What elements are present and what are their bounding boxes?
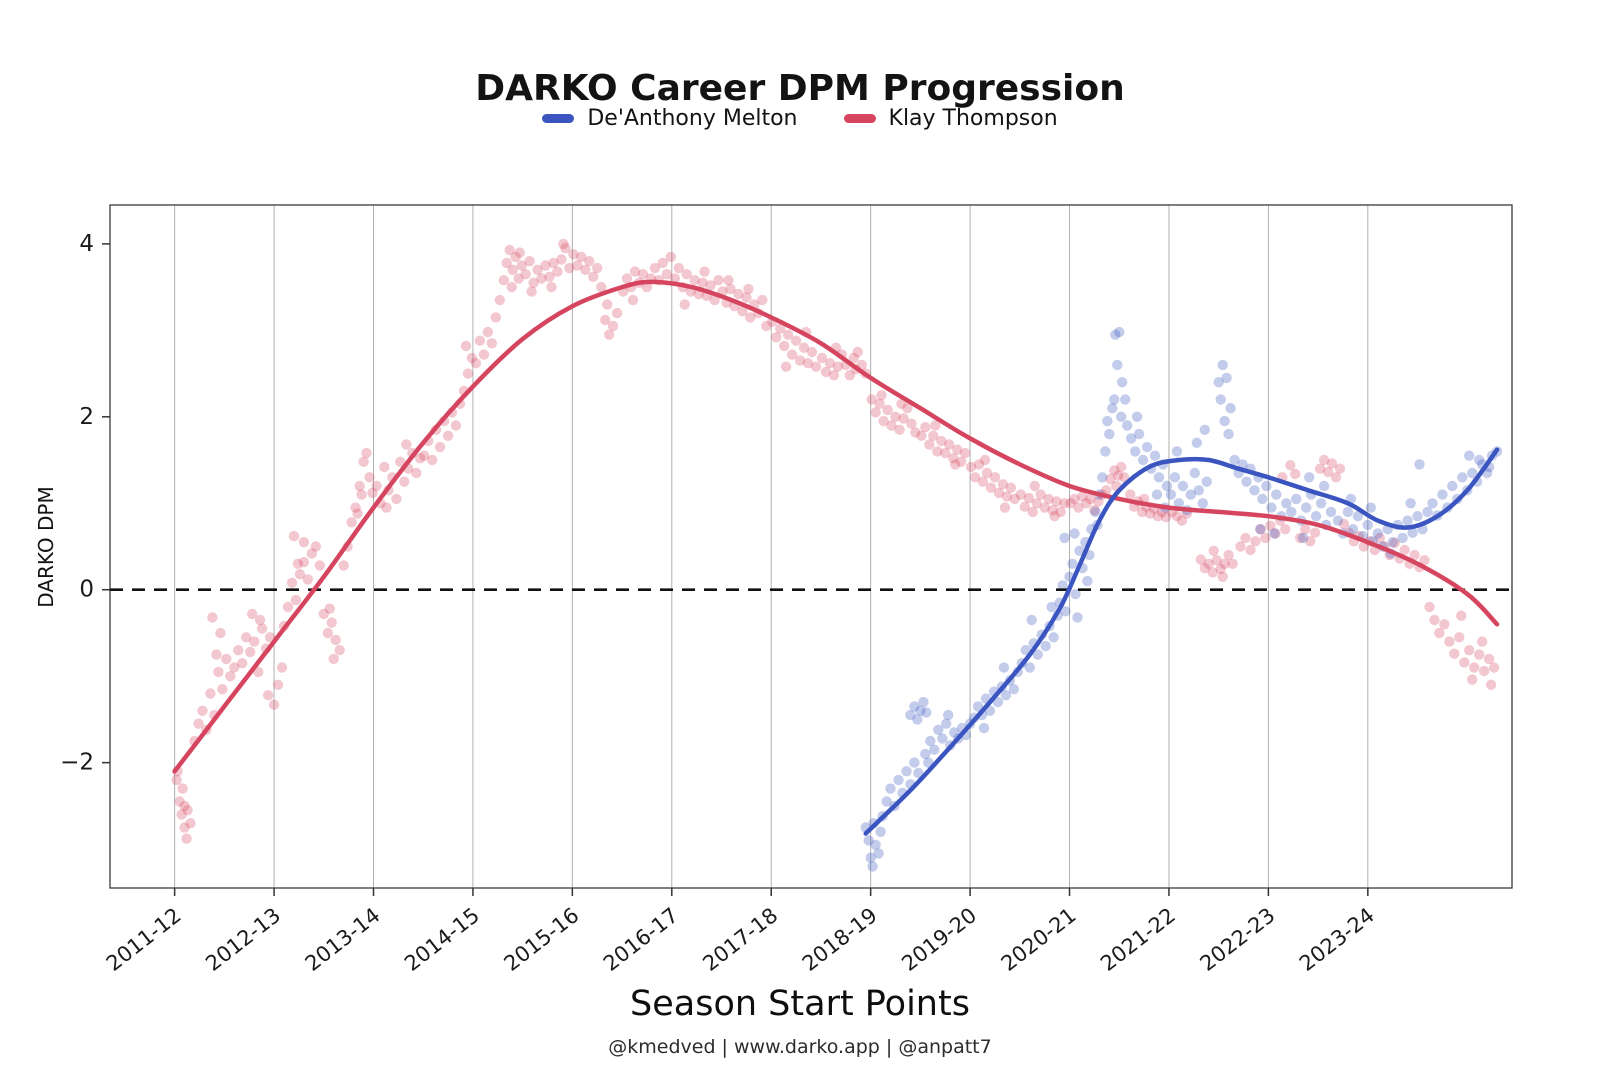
legend-label-melton: De'Anthony Melton — [587, 106, 798, 131]
y-tick-labels: 4 2 0 −2 — [60, 231, 110, 776]
svg-text:2017-18: 2017-18 — [698, 903, 782, 976]
svg-text:2021-22: 2021-22 — [1096, 903, 1180, 976]
caption: @kmedved | www.darko.app | @anpatt7 — [608, 1036, 992, 1058]
svg-text:2019-20: 2019-20 — [897, 903, 981, 976]
chart-title: DARKO Career DPM Progression — [475, 68, 1125, 110]
svg-text:2012-13: 2012-13 — [201, 903, 285, 976]
scatter-thompson — [171, 238, 1500, 844]
trend-line-melton — [863, 447, 1500, 836]
svg-text:2020-21: 2020-21 — [997, 903, 1081, 976]
svg-text:−2: −2 — [60, 750, 94, 776]
svg-text:0: 0 — [79, 577, 94, 603]
legend: De'Anthony Melton Klay Thompson — [0, 106, 1600, 131]
svg-text:2: 2 — [79, 404, 94, 430]
svg-text:2018-19: 2018-19 — [798, 903, 882, 976]
gridlines — [174, 205, 1369, 888]
scatter-melton — [860, 326, 1503, 872]
svg-text:2014-15: 2014-15 — [400, 903, 484, 976]
x-tick-labels: 2011-12 2012-13 2013-14 2014-15 2015-16 2016-… — [102, 888, 1379, 976]
legend-item-melton: De'Anthony Melton — [542, 106, 798, 131]
plot-frame — [109, 204, 1513, 889]
x-axis-title: Season Start Points — [630, 984, 970, 1024]
svg-text:2013-14: 2013-14 — [301, 903, 385, 976]
svg-text:2022-23: 2022-23 — [1196, 903, 1280, 976]
svg-text:2011-12: 2011-12 — [102, 903, 186, 976]
trend-line-thompson — [172, 279, 1500, 774]
y-axis-title: DARKO DPM — [34, 486, 58, 608]
svg-text:2016-17: 2016-17 — [599, 903, 683, 976]
svg-text:4: 4 — [79, 231, 94, 257]
legend-label-thompson: Klay Thompson — [888, 106, 1058, 131]
svg-text:2023-24: 2023-24 — [1295, 903, 1379, 976]
melton-line-swatch-icon — [542, 114, 575, 123]
thompson-line-swatch-icon — [843, 114, 876, 123]
legend-item-thompson: Klay Thompson — [843, 106, 1058, 131]
svg-text:2015-16: 2015-16 — [500, 903, 584, 976]
